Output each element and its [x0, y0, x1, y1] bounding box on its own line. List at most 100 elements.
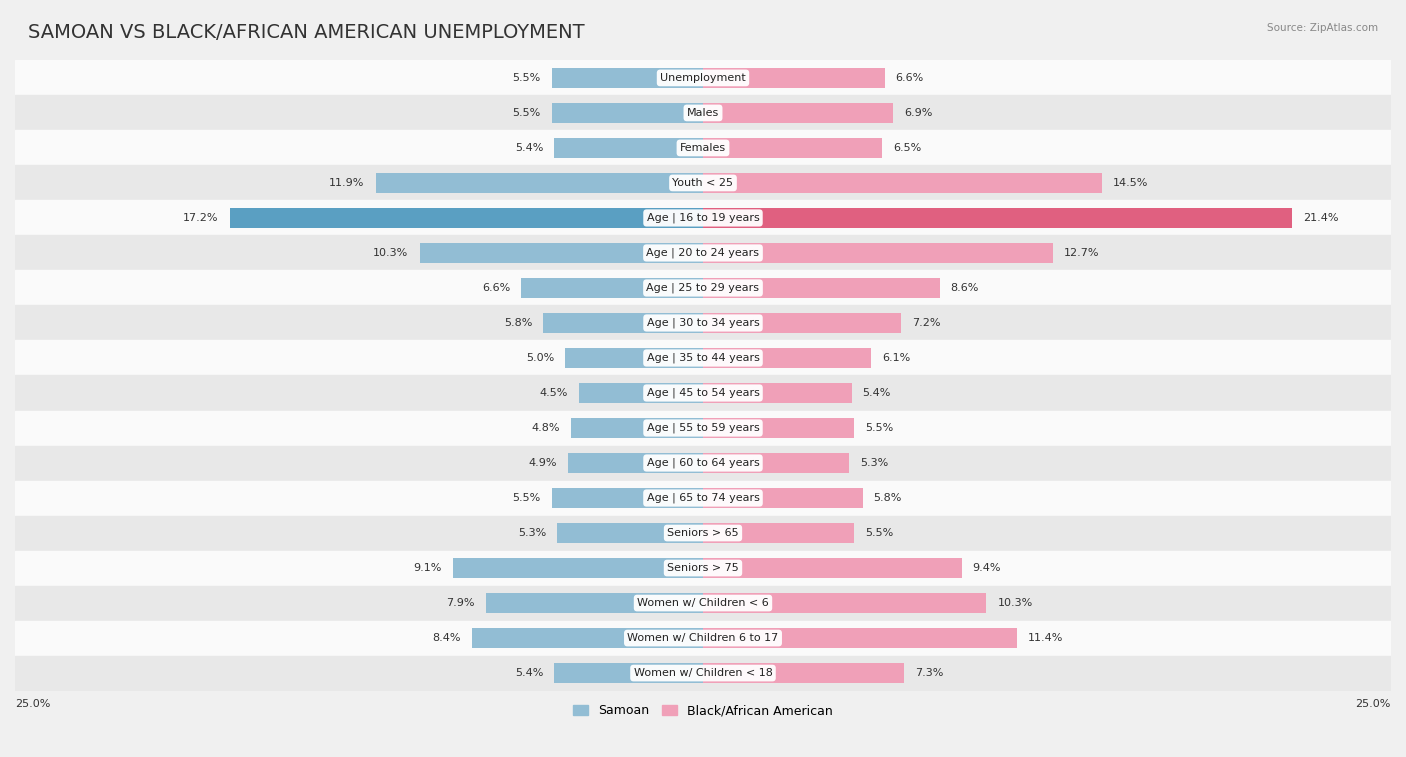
Bar — [579, 383, 703, 403]
Text: 5.3%: 5.3% — [860, 458, 889, 468]
Text: 8.6%: 8.6% — [950, 283, 979, 293]
Bar — [15, 550, 1391, 586]
Text: 25.0%: 25.0% — [15, 699, 51, 709]
Bar — [703, 628, 1017, 648]
Text: 9.1%: 9.1% — [413, 563, 441, 573]
Bar — [543, 313, 703, 332]
Bar — [703, 523, 855, 543]
Text: 8.4%: 8.4% — [432, 633, 461, 643]
Bar — [703, 279, 939, 298]
Text: Seniors > 65: Seniors > 65 — [668, 528, 738, 538]
Bar — [522, 279, 703, 298]
Bar — [703, 313, 901, 332]
Bar — [419, 243, 703, 263]
Text: 12.7%: 12.7% — [1063, 248, 1099, 258]
Bar — [15, 516, 1391, 550]
Text: 9.4%: 9.4% — [973, 563, 1001, 573]
Text: Age | 30 to 34 years: Age | 30 to 34 years — [647, 318, 759, 329]
Text: 5.4%: 5.4% — [515, 668, 543, 678]
Bar — [554, 663, 703, 683]
Bar — [15, 410, 1391, 446]
Bar — [15, 235, 1391, 270]
Bar — [15, 375, 1391, 410]
Bar — [15, 270, 1391, 306]
Text: 4.9%: 4.9% — [529, 458, 557, 468]
Bar — [15, 201, 1391, 235]
Text: Women w/ Children < 6: Women w/ Children < 6 — [637, 598, 769, 608]
Text: 5.8%: 5.8% — [503, 318, 533, 328]
Text: 14.5%: 14.5% — [1114, 178, 1149, 188]
Text: 10.3%: 10.3% — [997, 598, 1033, 608]
Bar — [15, 95, 1391, 130]
Bar — [557, 523, 703, 543]
Bar — [551, 103, 703, 123]
Bar — [15, 481, 1391, 516]
Text: 10.3%: 10.3% — [373, 248, 409, 258]
Bar — [375, 173, 703, 192]
Text: Age | 60 to 64 years: Age | 60 to 64 years — [647, 458, 759, 469]
Text: Source: ZipAtlas.com: Source: ZipAtlas.com — [1267, 23, 1378, 33]
Text: 4.8%: 4.8% — [531, 423, 560, 433]
Bar — [703, 663, 904, 683]
Text: Age | 16 to 19 years: Age | 16 to 19 years — [647, 213, 759, 223]
Text: Age | 65 to 74 years: Age | 65 to 74 years — [647, 493, 759, 503]
Text: 17.2%: 17.2% — [183, 213, 219, 223]
Bar — [15, 656, 1391, 690]
Text: 6.6%: 6.6% — [482, 283, 510, 293]
Bar — [703, 559, 962, 578]
Text: Age | 25 to 29 years: Age | 25 to 29 years — [647, 282, 759, 293]
Bar — [551, 68, 703, 88]
Bar — [571, 419, 703, 438]
Bar — [703, 173, 1102, 192]
Text: Age | 35 to 44 years: Age | 35 to 44 years — [647, 353, 759, 363]
Text: Age | 55 to 59 years: Age | 55 to 59 years — [647, 422, 759, 433]
Bar — [551, 488, 703, 508]
Text: Women w/ Children 6 to 17: Women w/ Children 6 to 17 — [627, 633, 779, 643]
Bar — [15, 130, 1391, 166]
Text: 5.5%: 5.5% — [512, 108, 541, 118]
Text: 6.9%: 6.9% — [904, 108, 932, 118]
Text: Youth < 25: Youth < 25 — [672, 178, 734, 188]
Text: Unemployment: Unemployment — [661, 73, 745, 83]
Text: 5.5%: 5.5% — [865, 528, 894, 538]
Bar — [703, 383, 852, 403]
Text: 5.3%: 5.3% — [517, 528, 546, 538]
Bar — [15, 166, 1391, 201]
Bar — [703, 488, 863, 508]
Bar — [15, 61, 1391, 95]
Bar — [703, 103, 893, 123]
Text: 5.4%: 5.4% — [515, 143, 543, 153]
Text: 5.0%: 5.0% — [526, 353, 554, 363]
Text: Males: Males — [688, 108, 718, 118]
Text: 5.5%: 5.5% — [865, 423, 894, 433]
Text: 7.2%: 7.2% — [912, 318, 941, 328]
Bar — [15, 586, 1391, 621]
Bar — [703, 68, 884, 88]
Text: 7.9%: 7.9% — [446, 598, 475, 608]
Text: Seniors > 75: Seniors > 75 — [666, 563, 740, 573]
Text: SAMOAN VS BLACK/AFRICAN AMERICAN UNEMPLOYMENT: SAMOAN VS BLACK/AFRICAN AMERICAN UNEMPLO… — [28, 23, 585, 42]
Bar — [568, 453, 703, 472]
Bar — [703, 453, 849, 472]
Bar — [565, 348, 703, 368]
Bar — [703, 348, 870, 368]
Bar — [703, 243, 1053, 263]
Bar — [472, 628, 703, 648]
Text: 25.0%: 25.0% — [1355, 699, 1391, 709]
Bar — [229, 208, 703, 228]
Bar — [453, 559, 703, 578]
Text: 11.4%: 11.4% — [1028, 633, 1063, 643]
Bar — [485, 593, 703, 612]
Text: 6.5%: 6.5% — [893, 143, 921, 153]
Text: 5.5%: 5.5% — [512, 493, 541, 503]
Text: Age | 45 to 54 years: Age | 45 to 54 years — [647, 388, 759, 398]
Text: 5.4%: 5.4% — [863, 388, 891, 398]
Bar — [703, 593, 987, 612]
Text: 7.3%: 7.3% — [915, 668, 943, 678]
Bar — [15, 446, 1391, 481]
Bar — [15, 341, 1391, 375]
Text: 5.5%: 5.5% — [512, 73, 541, 83]
Text: 21.4%: 21.4% — [1303, 213, 1339, 223]
Legend: Samoan, Black/African American: Samoan, Black/African American — [568, 699, 838, 722]
Bar — [703, 208, 1292, 228]
